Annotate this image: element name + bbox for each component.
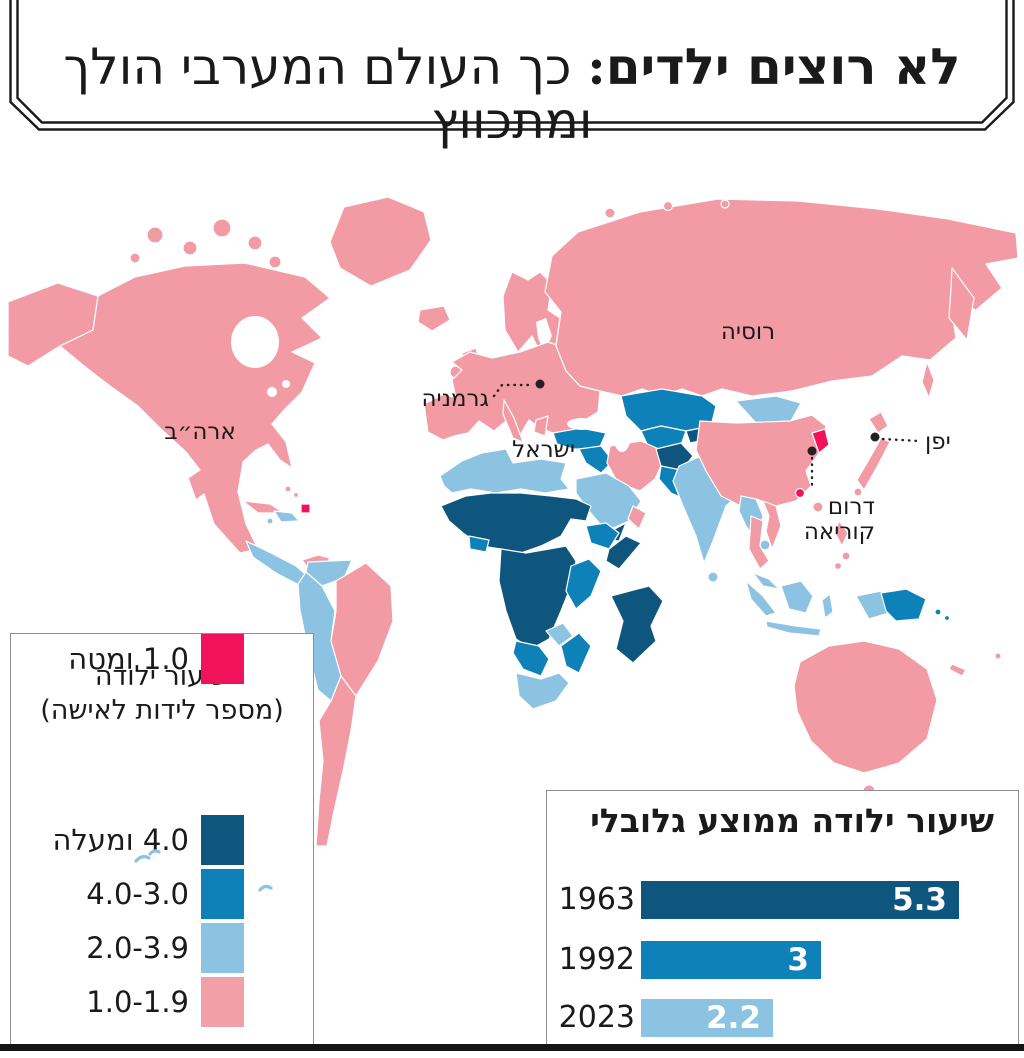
bar-category-label: 1992: [558, 942, 635, 977]
legend-item-3-4: 4.0-3.0: [11, 869, 313, 919]
country-south-korea: [811, 428, 830, 454]
legend-swatch-light-blue: [201, 923, 244, 973]
bar-category-label: 1963: [558, 882, 635, 917]
bar-value-label: 2.2: [706, 1000, 761, 1036]
label-russia: רוסיה: [721, 319, 775, 345]
legend-item-4plus: 4.0 ומעלה: [11, 815, 313, 865]
map-legend: שיעור ילודה (מספר לידות לאישה) 4.0 ומעלה…: [10, 633, 314, 1044]
germany-leader-line: [492, 383, 535, 398]
legend-item-1-2: 1.0-1.9: [11, 977, 313, 1027]
japan-dot: [870, 432, 880, 442]
legend-swatch-dark-blue: [201, 815, 244, 865]
frame-inner-line: [16, 0, 1008, 124]
map-labels: רוסיה ארה״ב גרמניה ישראל יפן דרום קוריאה: [164, 319, 951, 545]
south-korea-dot: [807, 446, 817, 456]
title-frame: [9, 0, 1015, 131]
title-emphasis: לא רוצים ילדים:: [587, 37, 961, 96]
bottom-rule: [0, 1044, 1024, 1051]
region-africa: [439, 448, 664, 710]
label-japan: יפן: [925, 429, 951, 455]
bar-2023: 2.2: [641, 999, 773, 1037]
label-south-korea-line2: קוריאה: [804, 519, 875, 545]
region-south-america: [297, 554, 394, 847]
label-germany: גרמניה: [422, 386, 489, 412]
label-usa: ארה״ב: [164, 419, 236, 445]
legend-item-label: 2.0-3.9: [86, 931, 189, 965]
legend-item-label: 1.0-1.9: [86, 985, 189, 1019]
label-israel: ישראל: [512, 437, 575, 463]
region-north-america: [7, 196, 432, 587]
title-rest: כך העולם המערבי הולך ומתכווץ: [63, 38, 593, 150]
bar-category-label: 2023: [558, 1000, 635, 1035]
frame-outer-line: [9, 0, 1015, 131]
legend-swatch-pink: [201, 977, 244, 1027]
japan-leader-line: [881, 437, 921, 443]
germany-dot: [535, 379, 545, 389]
legend-item-label: 4.0-3.0: [86, 877, 189, 911]
bar-chart: שיעור ילודה ממוצע גלובלי 1963 5.3 1992 3…: [546, 790, 1019, 1044]
bar-1992: 3: [641, 941, 821, 979]
page-title: לא רוצים ילדים: כך העולם המערבי הולך ומת…: [0, 37, 1024, 150]
region-asia: [544, 198, 1019, 637]
legend-swatch-crimson: [201, 634, 244, 684]
legend-title-line2: (מספר לידות לאישה): [40, 695, 284, 726]
country-madagascar: [610, 585, 664, 664]
world-map: רוסיה ארה״ב גרמניה ישראל יפן דרום קוריאה: [7, 196, 1019, 851]
bar-1963: 5.3: [641, 881, 959, 919]
region-oceania: [793, 588, 1002, 851]
legend-swatch-medium-blue: [201, 869, 244, 919]
country-hong-kong: [794, 487, 806, 499]
legend-item-label: 4.0 ומעלה: [52, 823, 189, 857]
legend-item-2-3: 2.0-3.9: [11, 923, 313, 973]
country-puerto-rico: [300, 503, 311, 514]
legend-item-below-1: 1.0 ומטה: [11, 634, 313, 684]
bar-value-label: 3: [787, 942, 809, 978]
map-annotations: [492, 379, 921, 492]
label-south-korea-line1: דרום: [828, 494, 875, 520]
legend-item-label: 1.0 ומטה: [68, 642, 189, 676]
bar-value-label: 5.3: [892, 882, 947, 918]
chart-title: שיעור ילודה ממוצע גלובלי: [590, 801, 994, 840]
